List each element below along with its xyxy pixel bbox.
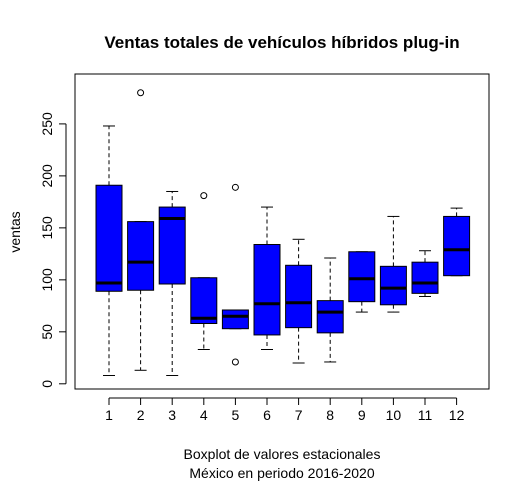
box-group: [95, 89, 471, 376]
box-rect: [348, 251, 376, 303]
box-9: [348, 251, 376, 313]
x-tick-label: 3: [168, 407, 176, 423]
x-tick-label: 2: [137, 407, 145, 423]
y-tick-label: 0: [39, 380, 55, 388]
x-tick-label: 5: [232, 407, 240, 423]
box-8: [316, 257, 344, 363]
outlier-point: [137, 89, 145, 97]
box-rect: [253, 243, 281, 336]
box-rect: [221, 309, 249, 330]
chart-title: Ventas totales de vehículos híbridos plu…: [104, 33, 459, 52]
box-12: [443, 207, 471, 277]
box-6: [253, 206, 281, 350]
x-tick-label: 10: [386, 407, 402, 423]
box-4: [190, 192, 218, 350]
box-7: [285, 238, 313, 364]
x-tick-label: 6: [263, 407, 271, 423]
x-tick-label: 4: [200, 407, 208, 423]
box-rect: [190, 277, 218, 325]
x-tick-label: 1: [105, 407, 113, 423]
box-rect: [316, 300, 344, 334]
y-tick-label: 50: [39, 324, 55, 340]
x-tick-label: 8: [326, 407, 334, 423]
box-rect: [127, 221, 155, 291]
x-axis: 1 2 3 4 5 6 7 8 9 10 11 12: [105, 397, 465, 423]
y-tick-label: 250: [39, 112, 55, 136]
outlier-point: [200, 192, 208, 200]
y-tick-label: 150: [39, 216, 55, 240]
box-1: [95, 125, 123, 376]
box-2: [127, 89, 155, 371]
box-rect: [443, 215, 471, 277]
box-rect: [285, 264, 313, 329]
x-tick-label: 9: [358, 407, 366, 423]
y-tick-label: 100: [39, 268, 55, 292]
box-11: [411, 250, 439, 297]
plot-frame: [74, 73, 490, 390]
outlier-point: [231, 358, 239, 366]
x-tick-label: 12: [449, 407, 465, 423]
box-10: [379, 215, 407, 313]
box-rect: [379, 265, 407, 306]
box-3: [158, 190, 186, 376]
y-axis: 0 50 100 150 200 250: [39, 112, 67, 388]
box-rect: [95, 184, 123, 292]
x-axis-label-line-2: México en periodo 2016-2020: [189, 465, 374, 481]
outlier-point: [231, 183, 239, 191]
x-tick-label: 11: [418, 407, 433, 423]
box-rect: [411, 261, 439, 294]
y-tick-label: 200: [39, 164, 55, 188]
box-5: [221, 183, 249, 366]
x-tick-label: 7: [295, 407, 303, 423]
x-axis-label-line-1: Boxplot de valores estacionales: [184, 446, 381, 462]
y-axis-label: ventas: [7, 211, 23, 252]
